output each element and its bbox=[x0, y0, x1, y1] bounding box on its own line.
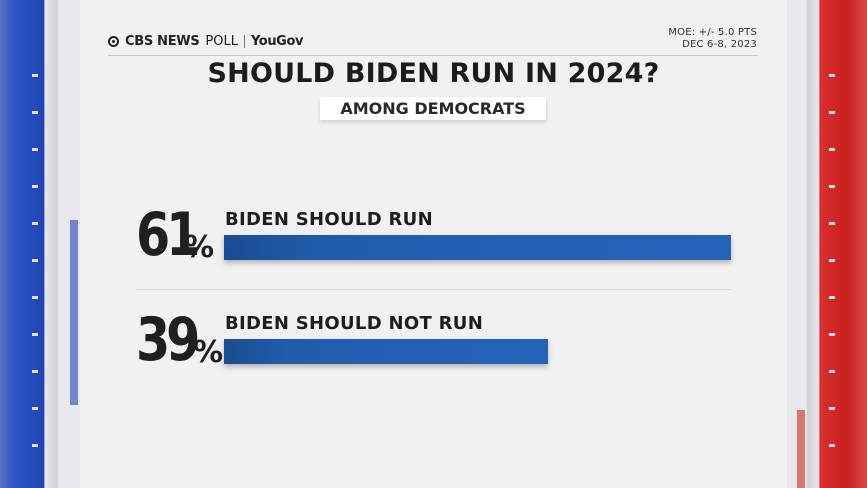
category-label-not-run: BIDEN SHOULD NOT RUN bbox=[225, 313, 484, 334]
brand-separator bbox=[243, 35, 245, 48]
margin-of-error: MOE: +/- 5.0 PTS bbox=[668, 27, 757, 38]
left-accent-bar bbox=[70, 220, 78, 405]
poll-dates: DEC 6-8, 2023 bbox=[682, 39, 757, 50]
chart-subtitle: AMONG DEMOCRATS bbox=[320, 97, 546, 120]
bar-not-run bbox=[224, 339, 548, 364]
brand-cbs: CBS NEWS bbox=[125, 34, 200, 49]
right-accent-bar bbox=[797, 410, 805, 488]
bar-run bbox=[224, 235, 731, 260]
left-tick-marks bbox=[32, 40, 38, 480]
right-red-stripe bbox=[787, 0, 867, 488]
percent-sign: % bbox=[184, 230, 215, 265]
brand-yougov: YouGov bbox=[250, 34, 304, 49]
category-label-run: BIDEN SHOULD RUN bbox=[225, 209, 433, 230]
chart-title: SHOULD BIDEN RUN IN 2024? bbox=[207, 58, 660, 89]
row-divider bbox=[136, 289, 731, 290]
header-divider bbox=[108, 55, 758, 56]
percent-sign: % bbox=[193, 335, 224, 370]
value-label-run: 61% bbox=[136, 200, 214, 270]
right-tick-marks bbox=[829, 40, 835, 480]
cbs-eye-icon bbox=[108, 36, 119, 47]
brand-logos: CBS NEWS POLL YouGov bbox=[108, 34, 303, 49]
value-label-not-run: 39% bbox=[136, 305, 223, 375]
value-number: 39 bbox=[136, 305, 200, 375]
left-blue-stripe bbox=[0, 0, 80, 488]
value-number: 61 bbox=[136, 200, 200, 270]
brand-poll: POLL bbox=[205, 34, 238, 49]
poll-meta: MOE: +/- 5.0 PTS DEC 6-8, 2023 bbox=[668, 27, 757, 51]
poll-panel: CBS NEWS POLL YouGov MOE: +/- 5.0 PTS DE… bbox=[80, 0, 787, 488]
